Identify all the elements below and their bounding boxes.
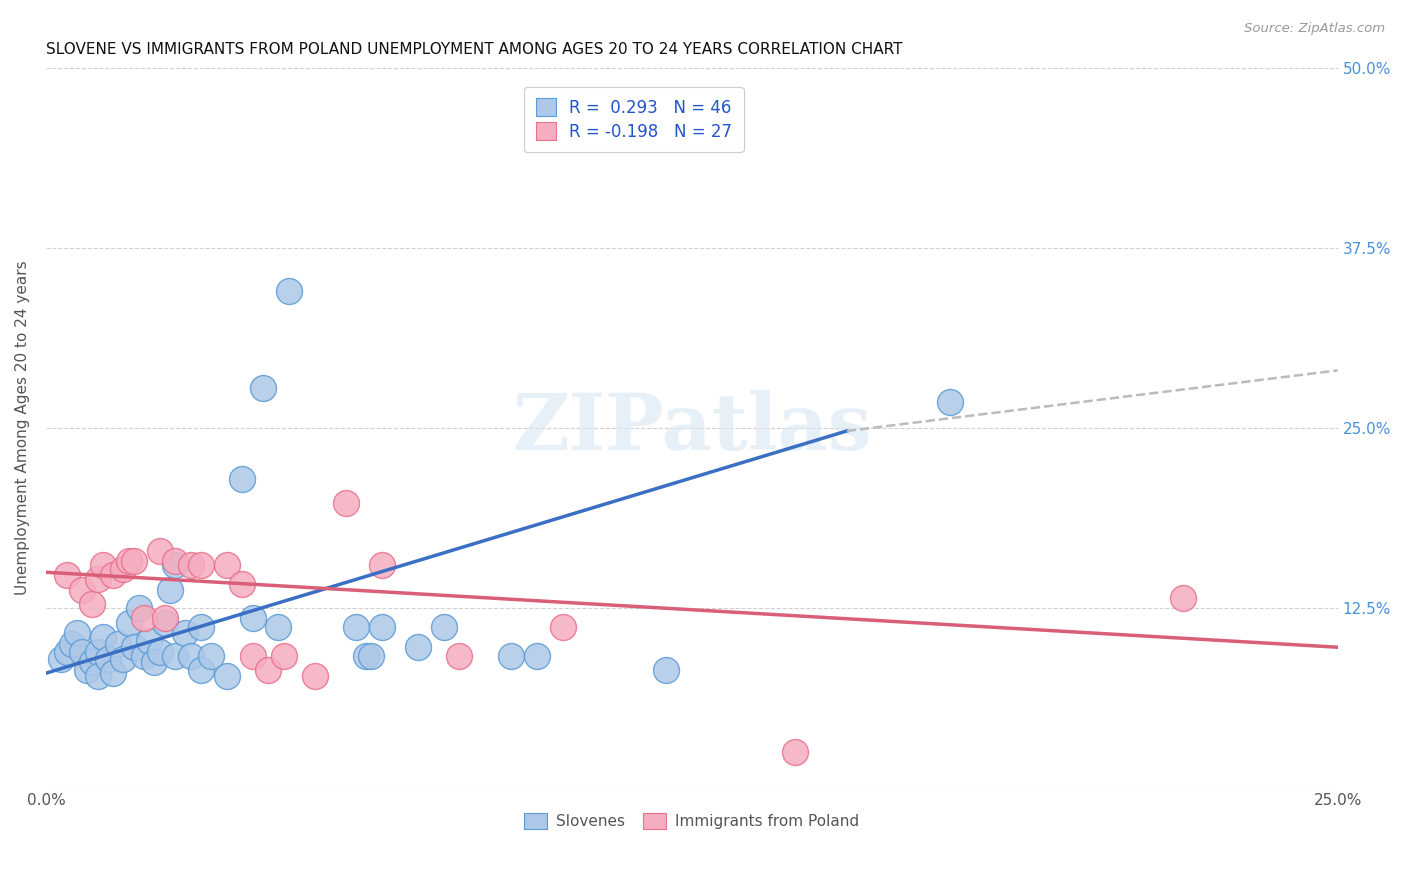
- Point: [433, 620, 456, 634]
- Point: [231, 471, 253, 485]
- Point: [231, 576, 253, 591]
- Point: [449, 648, 471, 663]
- Point: [51, 652, 73, 666]
- Legend: Slovenes, Immigrants from Poland: Slovenes, Immigrants from Poland: [517, 806, 866, 835]
- Point: [939, 395, 962, 409]
- Point: [159, 582, 181, 597]
- Point: [153, 611, 176, 625]
- Point: [112, 562, 135, 576]
- Point: [180, 648, 202, 663]
- Point: [190, 558, 212, 572]
- Point: [55, 644, 77, 658]
- Y-axis label: Unemployment Among Ages 20 to 24 years: Unemployment Among Ages 20 to 24 years: [15, 260, 30, 595]
- Point: [273, 648, 295, 663]
- Point: [215, 558, 238, 572]
- Point: [371, 558, 394, 572]
- Point: [551, 620, 574, 634]
- Point: [101, 568, 124, 582]
- Text: SLOVENE VS IMMIGRANTS FROM POLAND UNEMPLOYMENT AMONG AGES 20 TO 24 YEARS CORRELA: SLOVENE VS IMMIGRANTS FROM POLAND UNEMPL…: [46, 42, 903, 57]
- Point: [257, 663, 280, 677]
- Point: [76, 663, 98, 677]
- Point: [70, 582, 93, 597]
- Point: [242, 648, 264, 663]
- Point: [86, 644, 108, 658]
- Point: [86, 573, 108, 587]
- Point: [526, 648, 548, 663]
- Point: [101, 666, 124, 681]
- Text: Source: ZipAtlas.com: Source: ZipAtlas.com: [1244, 22, 1385, 36]
- Point: [174, 625, 197, 640]
- Point: [91, 630, 114, 644]
- Point: [134, 648, 156, 663]
- Point: [165, 554, 187, 568]
- Point: [277, 284, 299, 298]
- Point: [70, 644, 93, 658]
- Point: [499, 648, 522, 663]
- Point: [180, 558, 202, 572]
- Point: [165, 648, 187, 663]
- Point: [149, 644, 172, 658]
- Point: [153, 615, 176, 630]
- Point: [134, 611, 156, 625]
- Point: [242, 611, 264, 625]
- Point: [117, 554, 139, 568]
- Point: [785, 746, 807, 760]
- Point: [55, 568, 77, 582]
- Point: [122, 554, 145, 568]
- Point: [360, 648, 382, 663]
- Point: [138, 634, 160, 648]
- Text: ZIPatlas: ZIPatlas: [512, 390, 872, 467]
- Point: [1171, 591, 1194, 606]
- Point: [82, 655, 104, 669]
- Point: [112, 652, 135, 666]
- Point: [128, 601, 150, 615]
- Point: [165, 558, 187, 572]
- Point: [267, 620, 290, 634]
- Point: [190, 620, 212, 634]
- Point: [97, 652, 120, 666]
- Point: [335, 496, 357, 510]
- Point: [143, 655, 166, 669]
- Point: [371, 620, 394, 634]
- Point: [86, 669, 108, 683]
- Point: [304, 669, 326, 683]
- Point: [655, 663, 678, 677]
- Point: [149, 543, 172, 558]
- Point: [356, 648, 378, 663]
- Point: [66, 625, 89, 640]
- Point: [117, 615, 139, 630]
- Point: [122, 640, 145, 655]
- Point: [200, 648, 222, 663]
- Point: [344, 620, 367, 634]
- Point: [252, 381, 274, 395]
- Point: [215, 669, 238, 683]
- Point: [107, 637, 129, 651]
- Point: [60, 637, 83, 651]
- Point: [82, 597, 104, 611]
- Point: [91, 558, 114, 572]
- Point: [406, 640, 429, 655]
- Point: [190, 663, 212, 677]
